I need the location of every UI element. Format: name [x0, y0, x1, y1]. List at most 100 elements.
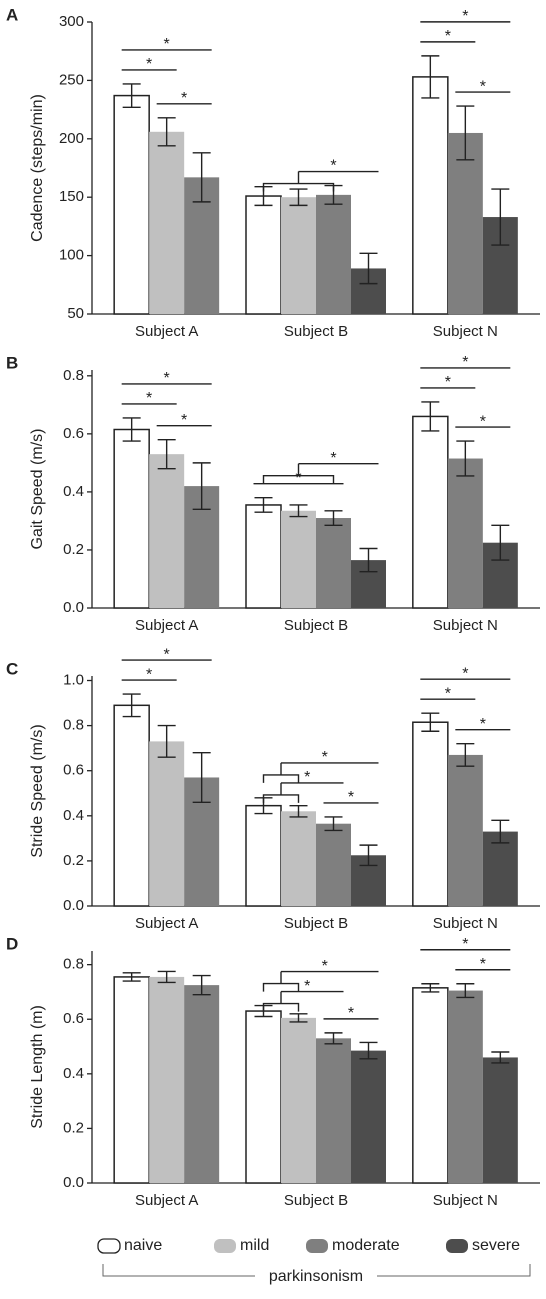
- bar: [412, 987, 449, 1184]
- significance-label: *: [146, 56, 152, 73]
- y-axis-label: Gait Speed (m/s): [29, 429, 46, 550]
- legend-swatch: [97, 1238, 121, 1254]
- bar: [245, 804, 282, 907]
- legend-swatch: [214, 1239, 236, 1253]
- legend-group-bracket: [102, 1264, 531, 1277]
- bar: [113, 976, 150, 1184]
- x-tick-label: Subject A: [135, 323, 198, 340]
- error-bar: [359, 252, 378, 285]
- bar: [447, 132, 483, 314]
- error-bar: [491, 819, 510, 844]
- error-bar: [157, 117, 176, 147]
- error-bar: [491, 1051, 510, 1064]
- x-tick-label: Subject N: [433, 1192, 498, 1209]
- error-bar: [192, 152, 211, 203]
- bar: [412, 76, 449, 315]
- legend-label: mild: [240, 1237, 269, 1254]
- bar: [149, 131, 185, 314]
- x-tick-label: Subject N: [433, 617, 498, 634]
- error-bar: [359, 547, 378, 573]
- bar: [482, 1057, 518, 1183]
- y-tick-label: 0.4: [63, 807, 84, 824]
- significance-label: *: [304, 769, 310, 786]
- error-bar: [421, 983, 440, 993]
- bar: [316, 194, 351, 314]
- significance-label: *: [480, 78, 486, 95]
- y-tick-label: 0.0: [63, 897, 84, 914]
- bar: [184, 985, 220, 1183]
- legend-label: naive: [124, 1237, 162, 1254]
- y-tick-label: 0.4: [63, 1065, 84, 1082]
- bar: [316, 1038, 351, 1183]
- significance-line: [262, 990, 344, 1012]
- error-bar: [491, 524, 510, 561]
- y-tick-label: 100: [59, 247, 84, 264]
- legend-swatch: [446, 1239, 468, 1253]
- error-bar: [359, 844, 378, 867]
- error-bar: [324, 1032, 343, 1045]
- significance-label: *: [330, 450, 336, 467]
- y-tick-label: 0.6: [63, 1010, 84, 1027]
- significance-label: *: [295, 470, 301, 487]
- y-axis-label: Stride Length (m): [29, 1005, 46, 1129]
- panel-label: C: [6, 659, 18, 678]
- bar: [245, 195, 282, 315]
- error-bar: [421, 712, 440, 732]
- legend-swatch: [306, 1239, 328, 1253]
- bar: [149, 741, 185, 906]
- error-bar: [122, 83, 141, 108]
- significance-label: *: [480, 956, 486, 973]
- significance-label: *: [164, 646, 170, 663]
- significance-label: *: [322, 958, 328, 975]
- bar: [351, 1050, 386, 1183]
- significance-label: *: [445, 374, 451, 391]
- x-tick-label: Subject B: [284, 617, 348, 634]
- bar: [316, 518, 351, 608]
- error-bar: [122, 972, 141, 982]
- bar: [447, 754, 483, 906]
- significance-label: *: [322, 749, 328, 766]
- significance-label: *: [164, 36, 170, 53]
- x-tick-label: Subject B: [284, 1192, 348, 1209]
- significance-label: *: [445, 28, 451, 45]
- legend-group-label: parkinsonism: [269, 1268, 363, 1285]
- y-axis-label: Cadence (steps/min): [29, 94, 46, 242]
- y-tick-label: 0.2: [63, 1119, 84, 1136]
- x-tick-label: Subject N: [433, 915, 498, 932]
- significance-line: [262, 762, 379, 783]
- y-tick-label: 300: [59, 13, 84, 30]
- bar: [113, 94, 150, 315]
- error-bar: [192, 974, 211, 996]
- significance-label: *: [164, 370, 170, 387]
- significance-label: *: [480, 716, 486, 733]
- bar: [245, 504, 282, 609]
- error-bar: [491, 188, 510, 246]
- error-bar: [157, 724, 176, 758]
- significance-label: *: [462, 8, 468, 25]
- y-tick-label: 0.2: [63, 852, 84, 869]
- error-bar: [192, 751, 211, 803]
- error-bar: [456, 742, 475, 767]
- error-bar: [324, 510, 343, 526]
- significance-label: *: [462, 936, 468, 953]
- error-bar: [157, 438, 176, 470]
- error-bar: [157, 970, 176, 984]
- legend-label: severe: [472, 1237, 520, 1254]
- x-tick-label: Subject B: [284, 323, 348, 340]
- significance-label: *: [348, 789, 354, 806]
- y-tick-label: 0.6: [63, 425, 84, 442]
- significance-label: *: [462, 665, 468, 682]
- bar: [113, 428, 150, 609]
- error-bar: [456, 440, 475, 477]
- significance-line: [262, 970, 379, 992]
- y-tick-label: 0.8: [63, 367, 84, 384]
- x-tick-label: Subject B: [284, 915, 348, 932]
- error-bar: [456, 983, 475, 999]
- error-bar: [192, 462, 211, 511]
- legend-label: moderate: [332, 1237, 400, 1254]
- y-tick-label: 250: [59, 71, 84, 88]
- x-tick-label: Subject A: [135, 1192, 198, 1209]
- significance-line: [262, 782, 344, 803]
- y-tick-label: 50: [67, 305, 84, 322]
